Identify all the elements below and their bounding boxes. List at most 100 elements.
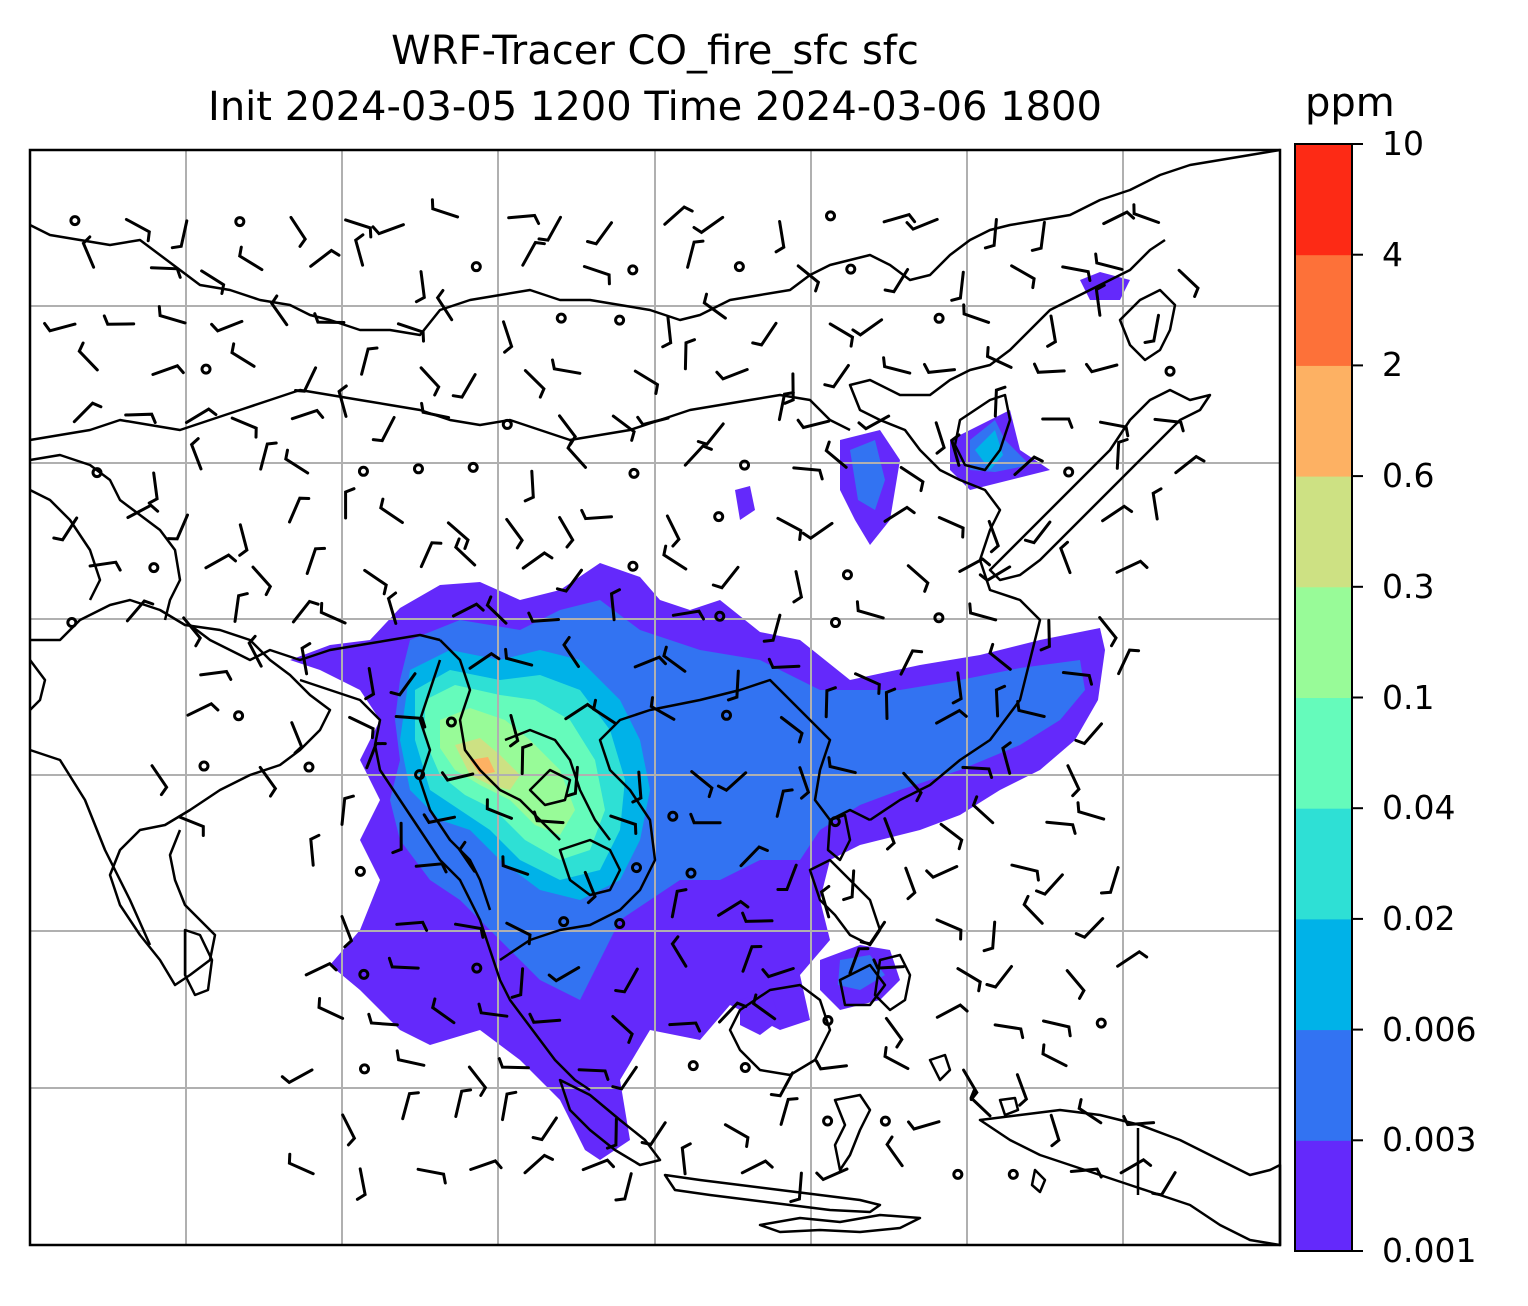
wind-barb [363, 568, 388, 596]
wind-barb [386, 591, 398, 625]
calm-wind-marker [952, 1168, 964, 1180]
wind-barb [885, 1135, 904, 1168]
wind-barb [124, 217, 151, 243]
wind-barb [769, 1071, 795, 1098]
wind-barb [956, 967, 982, 993]
wind-barb [305, 546, 326, 575]
wind-barb [815, 1167, 849, 1182]
wind-barb [340, 915, 354, 949]
calm-wind-marker [714, 610, 726, 622]
wind-barb [692, 215, 725, 235]
wind-barb [854, 672, 881, 695]
wind-barb [751, 321, 778, 347]
wind-barb [182, 616, 203, 648]
wind-barb [611, 1015, 634, 1044]
wind-barb [1001, 741, 1012, 775]
wind-barb [824, 440, 848, 469]
wind-barb [686, 239, 705, 269]
wind-barb [717, 899, 750, 917]
calm-wind-marker [841, 569, 853, 581]
wind-barb [883, 817, 896, 851]
colorbar-segment [1295, 586, 1352, 698]
calm-wind-marker [501, 418, 513, 430]
wind-barb [715, 368, 749, 381]
wind-barb [247, 634, 263, 668]
wind-barb [446, 521, 470, 550]
wind-barb [348, 715, 375, 740]
wind-barb [527, 611, 560, 623]
colorbar-tick-label: 0.6 [1382, 456, 1435, 496]
wind-barb [204, 553, 237, 570]
wind-barb [605, 1117, 618, 1150]
wind-barb [419, 366, 441, 397]
wind-barb [883, 268, 910, 294]
wind-barb [580, 508, 613, 521]
wind-barb [614, 1172, 633, 1202]
wind-barb [395, 920, 429, 932]
plume-level-0-sumatra [740, 990, 780, 1035]
wind-barb [950, 270, 965, 302]
wind-barb [287, 1152, 315, 1176]
wind-barb [662, 645, 687, 673]
wind-barb [364, 667, 376, 701]
wind-barb [1151, 1171, 1177, 1197]
wind-barb [1041, 417, 1074, 429]
wind-barb [451, 602, 485, 618]
calm-wind-marker [933, 612, 945, 624]
wind-barb [935, 918, 963, 941]
wind-barb [1066, 764, 1081, 798]
colorbar-segment [1295, 808, 1352, 920]
wind-barb [969, 1088, 992, 1118]
wind-barb [387, 956, 420, 970]
wind-barb [789, 1171, 803, 1204]
calm-wind-marker [412, 463, 424, 475]
wind-barb [430, 997, 456, 1025]
wind-barb [577, 1068, 610, 1081]
wind-barb [611, 1065, 638, 1091]
wind-barb [419, 541, 443, 569]
wind-barb [761, 967, 795, 979]
wind-barb [562, 636, 580, 668]
wind-barb [662, 544, 688, 571]
wind-barb [968, 602, 998, 622]
wind-barb [166, 513, 189, 541]
wind-barb [124, 412, 157, 424]
wind-barb [1023, 520, 1052, 545]
wind-barb [420, 401, 451, 420]
wind-barb [510, 967, 525, 999]
wind-barb [251, 565, 273, 597]
wind-barb [792, 570, 804, 604]
wind-barb [741, 945, 763, 973]
wind-barb [371, 416, 396, 443]
wind-barb [633, 655, 667, 669]
wind-barb [344, 218, 373, 239]
wind-barb [532, 810, 565, 825]
gridlines [30, 150, 1280, 1245]
wind-barb [454, 1088, 473, 1118]
wind-barb [367, 1012, 399, 1027]
wind-barb [344, 487, 356, 520]
wind-barb [360, 346, 379, 376]
wind-barb [269, 294, 289, 327]
colorbar-tick-label: 0.04 [1382, 788, 1456, 828]
wind-barb [1035, 873, 1064, 896]
wind-barb [582, 265, 611, 286]
wind-barb [1061, 671, 1093, 686]
wind-barb [414, 270, 426, 304]
chart-title-line-1: WRF-Tracer CO_fire_sfc sfc [391, 28, 919, 74]
wind-barb [663, 205, 694, 226]
wind-barb [814, 1059, 848, 1071]
wind-barb [962, 1068, 979, 1102]
calm-wind-marker [720, 709, 732, 721]
wind-barb [200, 269, 226, 295]
wind-barb [309, 248, 341, 268]
wind-barb [680, 1142, 692, 1176]
colorbar-tick-label: 0.1 [1382, 677, 1435, 717]
wind-barb [389, 672, 417, 697]
wind-barb [394, 715, 427, 729]
calm-wind-marker [614, 314, 626, 326]
wind-barb [238, 523, 249, 557]
wind-barb [102, 314, 136, 326]
wind-barb [857, 414, 891, 431]
wind-barb [414, 862, 448, 874]
